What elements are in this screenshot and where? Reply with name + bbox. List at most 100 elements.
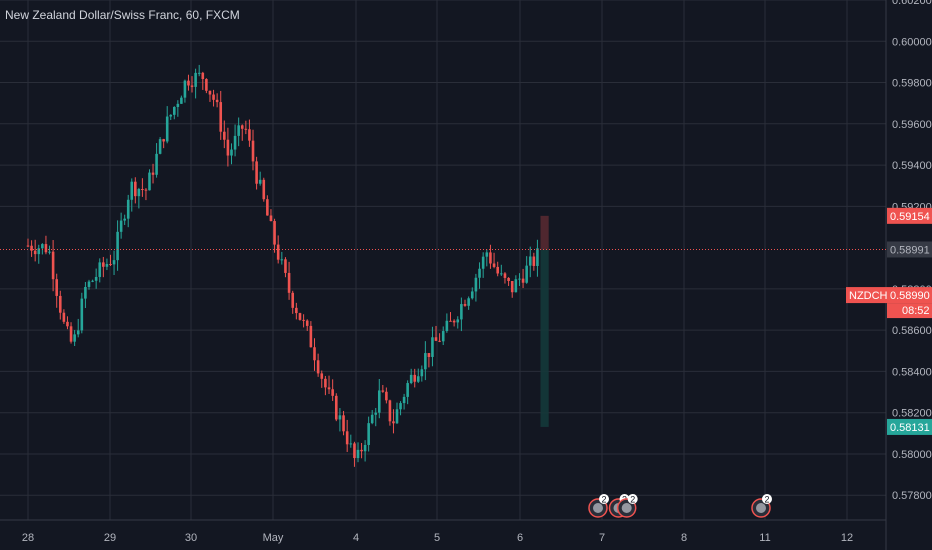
candle-body [331,389,334,396]
candle-body [105,264,109,267]
candle-body [251,140,255,162]
y-tick-label: 0.59600 [892,119,932,131]
candle-body [370,414,374,424]
candle-body [478,268,481,278]
candle-body [406,383,409,397]
candles [26,64,539,467]
chart-title: New Zealand Dollar/Swiss Franc, 60, FXCM [5,8,240,22]
candle-body [381,390,385,392]
event-count-label: 2 [764,495,769,505]
candle-body [197,72,201,74]
y-tick-label: 0.58200 [892,408,932,420]
candle-body [187,80,190,86]
candle-body [536,248,539,266]
candle-body [94,276,98,281]
candle-body [532,256,536,266]
candle-body [144,189,148,191]
symbol-tag: NZDCHF [849,290,894,302]
candle-body [474,277,478,292]
candle-body [37,248,41,255]
x-tick-label: May [263,532,284,544]
candle-body [215,99,219,103]
x-tick-label: 7 [599,532,605,544]
candle-body [295,307,298,314]
y-tick-label: 0.60000 [892,36,932,48]
candle-body [525,265,528,283]
y-tick-label: 0.58600 [892,325,932,337]
candle-body [66,321,69,327]
x-tick-label: 11 [759,532,770,544]
candle-body [492,263,496,267]
candle-body [345,431,349,445]
candle-body [392,421,395,424]
candle-body [230,149,233,156]
candle-body [98,262,102,277]
target-price-tag-bg [887,418,932,435]
x-tick-label: 29 [104,532,116,544]
candle-body [226,139,230,156]
candle-body [434,337,438,341]
candle-body [427,353,431,357]
event-count-badge [627,494,638,504]
candle-body [420,369,424,377]
candle-body [528,256,532,266]
candle-body [102,262,105,267]
candle-body [496,266,499,274]
candle-body [172,107,176,115]
candle-body [360,449,363,452]
candle-body [374,412,378,415]
candle-body [62,312,66,322]
candle-body [126,199,130,219]
candle-body [44,244,48,253]
candle-body [302,319,305,321]
candle-body [158,139,162,154]
candle-body [112,260,116,265]
candle-body [507,277,510,282]
candle-body [212,94,215,100]
candle-body [91,280,94,282]
candle-body [518,278,521,280]
candle-body [248,129,251,141]
symbol-tag-bg [846,287,887,304]
candle-body [353,443,356,459]
candle-body [80,298,84,331]
candle-body [194,72,197,87]
candle-body [180,97,183,104]
take-profit-zone[interactable] [540,249,549,427]
candle-body [58,295,62,313]
event-marker-dot [756,503,766,513]
candle-body [409,374,413,384]
y-tick-label: 0.60200 [892,0,932,7]
candle-body [441,331,445,342]
candle-body [273,221,276,245]
candle-body [305,320,309,326]
stop-loss-zone[interactable] [540,215,549,250]
candle-body [262,179,266,200]
candle-body [30,245,33,251]
x-tick-label: 4 [353,532,359,544]
candle-body [48,251,51,253]
current-price-tag-bg [887,241,932,258]
y-tick-label: 0.57800 [892,490,932,502]
candle-body [69,326,73,342]
candle-body [363,444,367,452]
event-count-label: 2 [630,495,635,505]
candle-body [395,409,399,424]
candle-body [73,334,76,342]
stop-price-tag: 0.59154 [890,211,930,223]
candle-body [165,116,169,142]
candle-body [334,395,338,420]
y-tick-label: 0.59400 [892,160,932,172]
candle-body [388,400,392,422]
symbol-price-tag-bg [887,287,932,304]
candle-body [431,337,434,357]
candle-body [233,135,237,150]
candle-body [291,292,295,308]
candle-body [119,220,123,232]
event-count-badge [599,494,609,504]
candle-body [399,403,402,410]
x-tick-label: 8 [681,532,687,544]
candle-body [367,423,370,445]
candle-body [137,189,141,197]
